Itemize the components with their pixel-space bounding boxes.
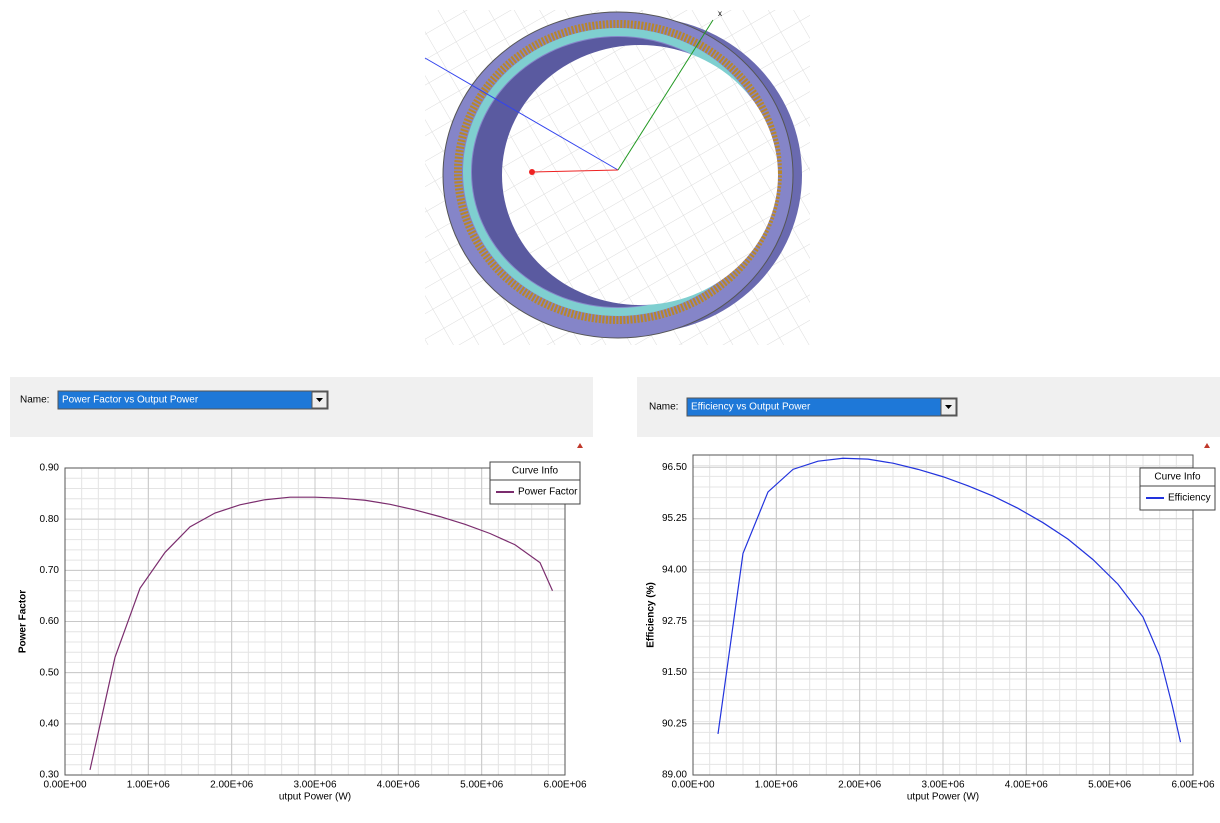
axis-label: x — [718, 9, 722, 18]
x-tick-label: 4.00E+06 — [1005, 780, 1049, 791]
ring-hole-grid — [502, 45, 778, 305]
x-tick-label: 5.00E+06 — [1088, 780, 1132, 791]
legend-title: Curve Info — [1154, 472, 1201, 483]
x-tick-label: 1.00E+06 — [127, 780, 171, 791]
x-tick-label: 6.00E+06 — [1171, 780, 1215, 791]
model-view: x — [425, 9, 810, 345]
y-tick-label: 94.00 — [662, 565, 687, 576]
y-tick-label: 95.25 — [662, 513, 687, 524]
y-tick-label: 90.25 — [662, 718, 687, 729]
legend-title: Curve Info — [512, 466, 559, 477]
report-name: Efficiency vs Output Power — [691, 402, 811, 413]
chart-panel: Name: Efficiency vs Output Power 0.00E+00 1… — [637, 377, 1220, 818]
x-axis-label: utput Power (W) — [907, 792, 979, 803]
x-tick-label: 1.00E+06 — [755, 780, 799, 791]
panel-background — [637, 377, 1220, 818]
y-tick-label: 0.40 — [40, 718, 60, 729]
y-tick-label: 92.75 — [662, 616, 687, 627]
page: x Name: Power Factor vs Output Power 0.00E… — [0, 0, 1220, 818]
panel-background — [10, 377, 593, 818]
x-tick-label: 4.00E+06 — [377, 780, 421, 791]
y-axis-label: Power Factor — [18, 590, 29, 653]
x-tick-label: 0.00E+00 — [671, 780, 715, 791]
chart-panel: Name: Power Factor vs Output Power 0.00E+0… — [10, 377, 593, 818]
y-axis-label: Efficiency (%) — [646, 582, 657, 648]
y-tick-label: 0.90 — [40, 463, 60, 474]
x-tick-label: 6.00E+06 — [543, 780, 587, 791]
y-tick-label: 0.70 — [40, 565, 60, 576]
y-tick-label: 0.80 — [40, 514, 60, 525]
x-tick-label: 5.00E+06 — [460, 780, 504, 791]
x-tick-label: 3.00E+06 — [921, 780, 965, 791]
y-tick-label: 0.30 — [40, 770, 60, 781]
name-label: Name: — [20, 395, 49, 406]
y-tick-label: 89.00 — [662, 770, 687, 781]
report-name: Power Factor vs Output Power — [62, 395, 199, 406]
legend-label: Power Factor — [518, 487, 578, 498]
y-tick-label: 96.50 — [662, 462, 687, 473]
legend-label: Efficiency — [1168, 493, 1211, 504]
y-tick-label: 0.60 — [40, 616, 60, 627]
y-tick-label: 91.50 — [662, 667, 687, 678]
y-tick-label: 0.50 — [40, 667, 60, 678]
x-tick-label: 2.00E+06 — [210, 780, 254, 791]
origin-point — [529, 169, 535, 175]
x-tick-label: 0.00E+00 — [43, 780, 87, 791]
x-axis-label: utput Power (W) — [279, 792, 351, 803]
x-tick-label: 3.00E+06 — [293, 780, 337, 791]
x-tick-label: 2.00E+06 — [838, 780, 882, 791]
name-label: Name: — [649, 402, 678, 413]
